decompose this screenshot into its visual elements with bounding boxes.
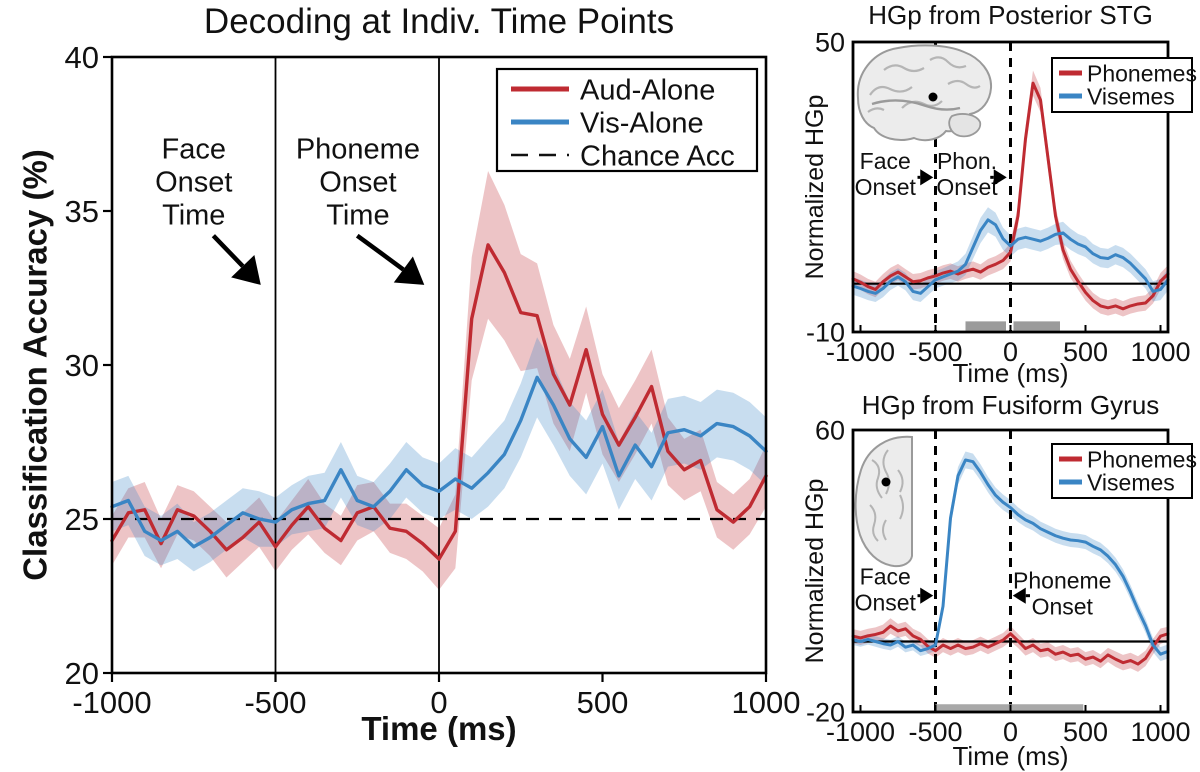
- x-tick-label: 1000: [1130, 337, 1190, 367]
- annotation-phoneme-onset-time: Phoneme: [296, 134, 420, 166]
- y-tick-label: -20: [806, 698, 845, 728]
- annotation-face-onset: Face: [860, 563, 911, 589]
- y-tick-label: 25: [65, 502, 99, 537]
- annotation-face-onset: Onset: [855, 174, 917, 200]
- x-tick-label: 0: [430, 685, 447, 720]
- brain-sylvian-fissure: [871, 99, 961, 111]
- annotation-face-onset-time: Face: [162, 134, 226, 166]
- y-tick-label: 20: [65, 656, 99, 691]
- y-tick-label: 50: [815, 28, 845, 58]
- fusiform-gyrus-hgp-chart: -1000 -500 0 500 1000-2060FaceOnsetPhonemeOn…: [806, 416, 1197, 747]
- annotation-arrow-head: [231, 255, 261, 285]
- phonemes-line: [851, 81, 1170, 311]
- legend-label-chance-acc: Chance Acc: [580, 140, 735, 172]
- fusiform-x-axis-label: Time (ms): [952, 741, 1069, 771]
- legend-label-visemes: Visemes: [1087, 469, 1175, 495]
- annotation-arrow-head: [920, 169, 934, 186]
- annotation-phoneme-onset: Onset: [1032, 594, 1094, 620]
- legend-box: [1051, 57, 1193, 113]
- aud-alone-error-band: [112, 170, 766, 590]
- visemes-line: [851, 458, 1170, 656]
- annotation-face-onset-time: Time: [162, 200, 225, 232]
- vis-alone-line: [110, 375, 768, 549]
- stg-x-axis-label: Time (ms): [952, 358, 1069, 388]
- brain-sulci: [867, 56, 981, 113]
- annotation-phoneme-onset: Phoneme: [1013, 568, 1111, 594]
- annotation-arrow-head: [1012, 587, 1026, 604]
- x-tick-label: 0: [1003, 337, 1018, 367]
- x-tick-label: 1000: [732, 685, 801, 720]
- visemes-error-band: [853, 451, 1168, 662]
- significance-bar: [965, 321, 1006, 331]
- annotation-arrow-head: [393, 256, 425, 285]
- legend-box: [1051, 443, 1193, 499]
- electrode-dot-stg: [928, 92, 938, 102]
- x-tick-label: 1000: [1130, 717, 1190, 747]
- annotation-arrow-shaft: [355, 233, 405, 272]
- x-tick-label: 500: [1063, 337, 1108, 367]
- legend-label-visemes: Visemes: [1087, 83, 1175, 109]
- aud-alone-line: [110, 243, 768, 561]
- x-tick-label: -1000: [826, 337, 895, 367]
- visemes-line: [851, 218, 1170, 295]
- decoding-accuracy-chart: -1000 -500 0 500 10002025303540FaceOnsetTime…: [65, 40, 801, 720]
- annotation-phoneme-onset-time: Onset: [319, 167, 396, 199]
- legend-label-aud-alone: Aud-Alone: [580, 74, 715, 106]
- legend-label-vis-alone: Vis-Alone: [580, 107, 704, 139]
- y-tick-label: 40: [65, 40, 99, 75]
- y-tick-label: 60: [815, 416, 845, 446]
- decoding-x-axis-label: Time (ms): [361, 710, 517, 747]
- x-tick-label: -500: [244, 685, 306, 720]
- x-tick-label: -1000: [72, 685, 151, 720]
- x-tick-label: -500: [908, 337, 962, 367]
- x-tick-label: 500: [1063, 717, 1108, 747]
- y-tick-label: -10: [806, 318, 845, 348]
- annotation-phoneme-onset-time: Time: [326, 200, 389, 232]
- decoding-chart-title: Decoding at Indiv. Time Points: [203, 2, 675, 41]
- x-tick-label: -1000: [826, 717, 895, 747]
- stg-chart-title: HGp from Posterior STG: [868, 0, 1153, 30]
- y-tick-label: 35: [65, 194, 99, 229]
- decoding-y-axis-label: Classification Accuracy (%): [16, 149, 54, 581]
- fusiform-chart-title: HGp from Fusiform Gyrus: [861, 390, 1160, 420]
- significance-bar: [1013, 321, 1060, 331]
- annotation-phon-onset: Onset: [936, 174, 998, 200]
- annotation-arrow-shaft: [211, 234, 245, 268]
- brain-inset-ventral-fusiform: [854, 435, 913, 568]
- stg-y-axis-label: Normalized HGp: [800, 94, 829, 280]
- brain-outline: [854, 435, 913, 568]
- brain-sulci: [869, 449, 904, 542]
- x-tick-label: -500: [908, 717, 962, 747]
- phonemes-line: [851, 624, 1170, 666]
- annotation-arrow-head: [993, 169, 1007, 186]
- x-tick-label: 0: [1003, 717, 1018, 747]
- brain-cerebellum: [948, 113, 982, 138]
- posterior-stg-hgp-chart: -1000 -500 0 500 1000-1050FaceOnsetPhon.Onse…: [806, 28, 1197, 367]
- brain-inset-lateral-stg: [856, 44, 993, 142]
- fusiform-y-axis-label: Normalized HGp: [800, 478, 829, 664]
- legend-label-phonemes: Phonemes: [1087, 446, 1197, 472]
- annotation-face-onset-time: Onset: [155, 167, 232, 199]
- annotation-arrow-head: [920, 587, 934, 604]
- legend-label-phonemes: Phonemes: [1087, 60, 1197, 86]
- annotation-face-onset: Onset: [855, 589, 917, 615]
- y-tick-label: 30: [65, 348, 99, 383]
- significance-bar: [935, 704, 1084, 712]
- annotation-face-onset: Face: [860, 148, 911, 174]
- annotation-phon-onset: Phon.: [937, 148, 997, 174]
- electrode-dot-fusiform: [881, 477, 891, 487]
- x-tick-label: 500: [577, 685, 629, 720]
